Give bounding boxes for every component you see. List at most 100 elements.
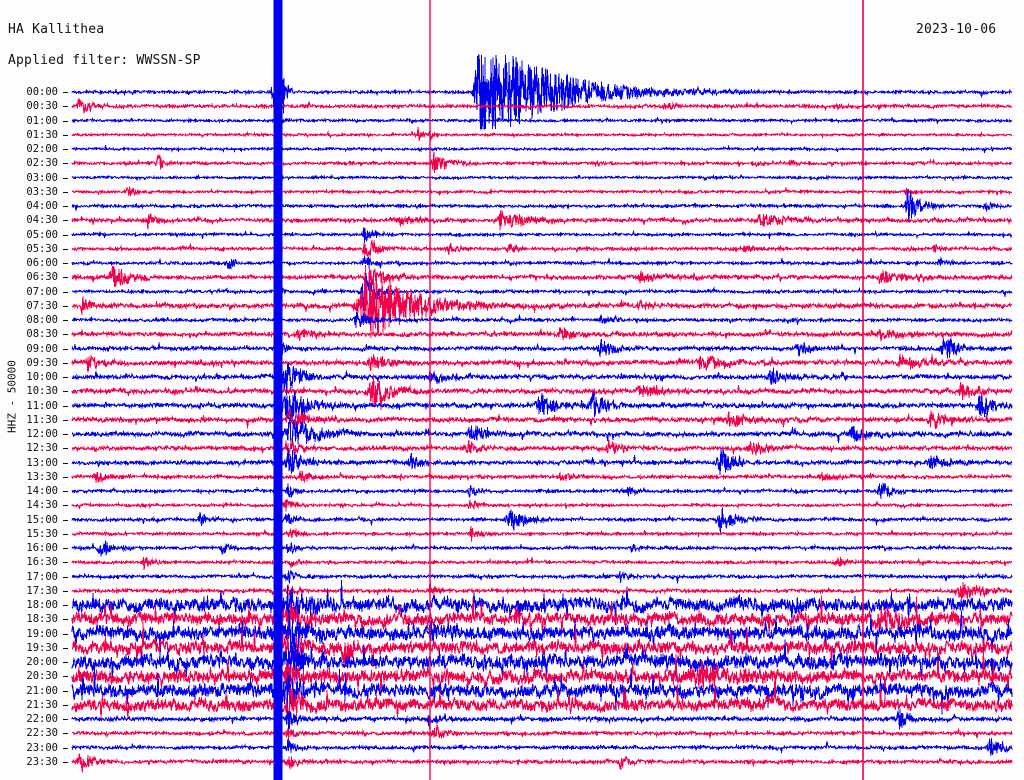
- trace-row-1200: [71, 414, 1013, 449]
- time-label-1530: 15:30: [26, 527, 58, 540]
- time-label-0100: 01:00: [26, 114, 58, 127]
- time-label-0400: 04:00: [26, 200, 58, 212]
- time-label-0200: 02:00: [26, 143, 58, 155]
- time-label-1430: 14:30: [26, 499, 58, 512]
- time-tick: [63, 476, 68, 478]
- time-tick: [63, 761, 68, 763]
- trace-row-1730: [71, 581, 1013, 600]
- trace-row-0600: [71, 255, 1013, 270]
- time-tick: [63, 248, 68, 250]
- time-tick: [63, 191, 68, 193]
- time-label-2330: 23:30: [26, 755, 58, 768]
- time-label-0500: 05:00: [26, 228, 58, 241]
- trace-row-0200: [71, 144, 1013, 154]
- time-tick: [63, 662, 68, 663]
- time-tick: [63, 320, 68, 321]
- time-label-1630: 16:30: [26, 556, 58, 569]
- time-label-1330: 13:30: [26, 470, 58, 483]
- time-label-0600: 06:00: [26, 257, 58, 269]
- time-tick: [63, 377, 68, 378]
- trace-row-2230: [72, 724, 1013, 742]
- vertical-marker-1: [429, 0, 431, 780]
- time-tick: [63, 633, 68, 635]
- time-label-0900: 09:00: [26, 342, 58, 355]
- time-tick: [63, 533, 68, 535]
- trace-row-0030: [71, 98, 1013, 114]
- trace-row-1800: [71, 580, 1013, 631]
- trace-row-2300: [71, 737, 1013, 756]
- time-tick: [63, 405, 68, 407]
- time-label-1300: 13:00: [26, 456, 58, 469]
- trace-row-1700: [71, 570, 1013, 585]
- time-tick: [63, 263, 68, 264]
- trace-row-0130: [71, 126, 1013, 142]
- time-tick: [63, 334, 68, 336]
- trace-row-2030: [71, 649, 1013, 701]
- time-tick: [63, 690, 68, 692]
- time-label-1000: 10:00: [26, 371, 58, 383]
- time-tick: [63, 562, 68, 564]
- vertical-marker-2: [862, 0, 864, 780]
- time-label-1100: 11:00: [26, 399, 58, 412]
- time-tick: [63, 291, 68, 293]
- trace-row-1500: [71, 507, 1013, 534]
- trace-row-1430: [71, 497, 1013, 512]
- time-label-1730: 17:30: [26, 584, 58, 597]
- trace-row-0730: [71, 272, 1013, 338]
- trace-row-2000: [71, 639, 1013, 682]
- time-tick: [63, 548, 68, 549]
- trace-row-1000: [71, 362, 1013, 395]
- trace-row-1300: [71, 448, 1013, 475]
- time-tick: [63, 106, 68, 108]
- trace-row-0300: [71, 173, 1013, 182]
- time-tick: [63, 647, 68, 649]
- time-label-1930: 19:30: [26, 641, 58, 654]
- time-label-2000: 20:00: [26, 656, 58, 668]
- trace-row-0000: [71, 52, 1013, 130]
- time-tick: [63, 120, 68, 122]
- trace-row-1130: [71, 408, 1013, 430]
- trace-row-1230: [71, 438, 1013, 457]
- trace-row-0530: [71, 239, 1013, 258]
- time-tick: [63, 134, 68, 136]
- time-axis-labels: 00:00 00:30 01:00 01:30 02:00 02:30 03:00 03:30…: [0, 0, 68, 780]
- time-label-0830: 08:30: [26, 328, 58, 341]
- time-label-1130: 11:30: [26, 413, 58, 426]
- time-tick: [63, 448, 68, 450]
- trace-row-0500: [71, 227, 1013, 243]
- time-tick: [63, 619, 68, 621]
- time-label-0430: 04:30: [26, 214, 58, 227]
- time-tick: [63, 704, 68, 706]
- time-tick: [63, 491, 68, 492]
- time-label-0800: 08:00: [26, 314, 58, 326]
- trace-row-0800: [71, 311, 1013, 329]
- time-label-0530: 05:30: [26, 242, 58, 255]
- time-label-2300: 23:00: [26, 741, 58, 754]
- time-tick: [63, 576, 68, 578]
- trace-row-0830: [71, 327, 1013, 342]
- trace-row-1900: [71, 610, 1013, 659]
- trace-row-2330: [71, 753, 1013, 773]
- time-label-2130: 21:30: [26, 698, 58, 711]
- time-label-1600: 16:00: [26, 542, 58, 554]
- time-label-1200: 12:00: [26, 428, 58, 440]
- filter-label: Applied filter: WWSSN-SP: [8, 53, 201, 68]
- time-tick: [63, 505, 68, 507]
- trace-row-1600: [71, 540, 1013, 557]
- trace-row-2100: [71, 668, 1013, 715]
- time-tick: [63, 220, 68, 222]
- time-tick: [63, 206, 68, 207]
- time-label-0130: 01:30: [26, 128, 58, 141]
- time-label-2030: 20:30: [26, 670, 58, 683]
- time-label-0330: 03:30: [26, 185, 58, 198]
- time-label-1400: 14:00: [26, 485, 58, 497]
- time-label-0000: 00:00: [26, 86, 58, 98]
- trace-row-0430: [71, 209, 1012, 231]
- time-label-2200: 22:00: [26, 713, 58, 725]
- time-label-1500: 15:00: [26, 513, 58, 526]
- trace-row-1330: [71, 470, 1013, 484]
- time-tick: [63, 149, 68, 150]
